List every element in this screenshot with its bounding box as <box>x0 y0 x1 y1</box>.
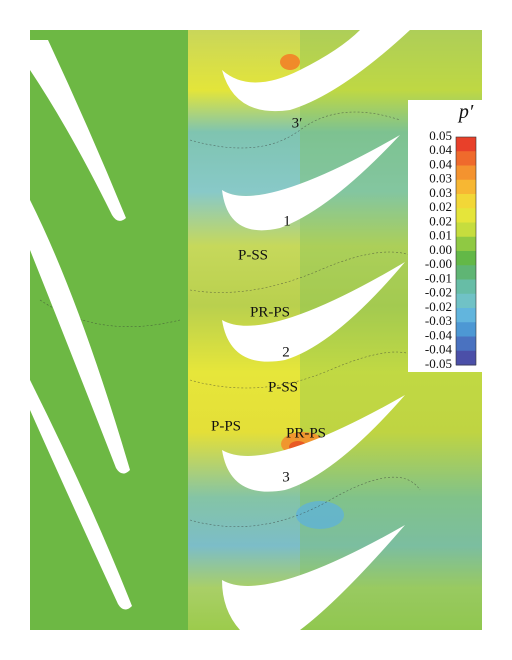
colorbar-tick-label: -0.01 <box>425 270 452 285</box>
colorbar-tick-label: 0.03 <box>429 185 452 200</box>
colorbar-swatch <box>456 308 476 323</box>
region-label: P-SS <box>268 379 298 395</box>
colorbar-tick-label: 0.02 <box>429 199 452 214</box>
blade-label: 3′ <box>292 115 303 131</box>
colorbar-tick-label: -0.04 <box>425 327 453 342</box>
colorbar-tick-label: 0.01 <box>429 228 452 243</box>
colorbar-swatch <box>456 208 476 223</box>
colorbar-tick-label: 0.05 <box>429 128 452 143</box>
blades <box>30 30 410 630</box>
colorbar-swatch <box>456 265 476 280</box>
colorbar-tick-label: 0.02 <box>429 213 452 228</box>
colorbar-swatch <box>456 293 476 309</box>
colorbar-swatch <box>456 222 476 238</box>
region-label: P-PS <box>211 418 241 434</box>
colorbar-swatch <box>456 236 476 252</box>
blade-label: 3 <box>282 469 290 485</box>
colorbar-swatch <box>456 151 476 166</box>
region-label: PR-PS <box>250 304 290 320</box>
colorbar-title: p′ <box>457 101 474 123</box>
blade-label: 2 <box>282 344 290 360</box>
colorbar-swatch <box>456 322 476 337</box>
colorbar-tick-label: -0.04 <box>425 342 453 357</box>
colorbar-tick-label: -0.00 <box>425 256 452 271</box>
colorbar-swatch <box>456 179 476 195</box>
region-label: PR-PS <box>286 425 326 441</box>
colorbar-swatch <box>456 336 476 352</box>
colorbar-swatch <box>456 137 476 152</box>
colorbar-swatch <box>456 194 476 209</box>
region-labels: 3′ 1 P-SS PR-PS 2 P-SS P-PS PR-PS 3 <box>211 115 326 485</box>
colorbar-swatch <box>456 251 476 266</box>
blade-label: 1 <box>283 213 291 229</box>
colorbar-tick-label: 0.00 <box>429 242 452 257</box>
colorbar-tick-label: -0.05 <box>425 356 452 371</box>
region-label: P-SS <box>238 247 268 263</box>
colorbar-tick-label: 0.04 <box>429 142 452 157</box>
colorbar-tick-label: -0.03 <box>425 313 452 328</box>
colorbar-swatch <box>456 279 476 295</box>
colorbar-tick-label: -0.02 <box>425 285 452 300</box>
colorbar-swatch <box>456 165 476 181</box>
colorbar-tick-label: 0.03 <box>429 171 452 186</box>
colorbar-tick-label: -0.02 <box>425 299 452 314</box>
colorbar-swatch <box>456 350 476 366</box>
colorbar-tick-label: 0.04 <box>429 156 452 171</box>
colorbar: p′ 0.050.040.040.030.030.020.020.010.00-… <box>408 100 512 372</box>
colorbar-frame <box>455 136 477 366</box>
